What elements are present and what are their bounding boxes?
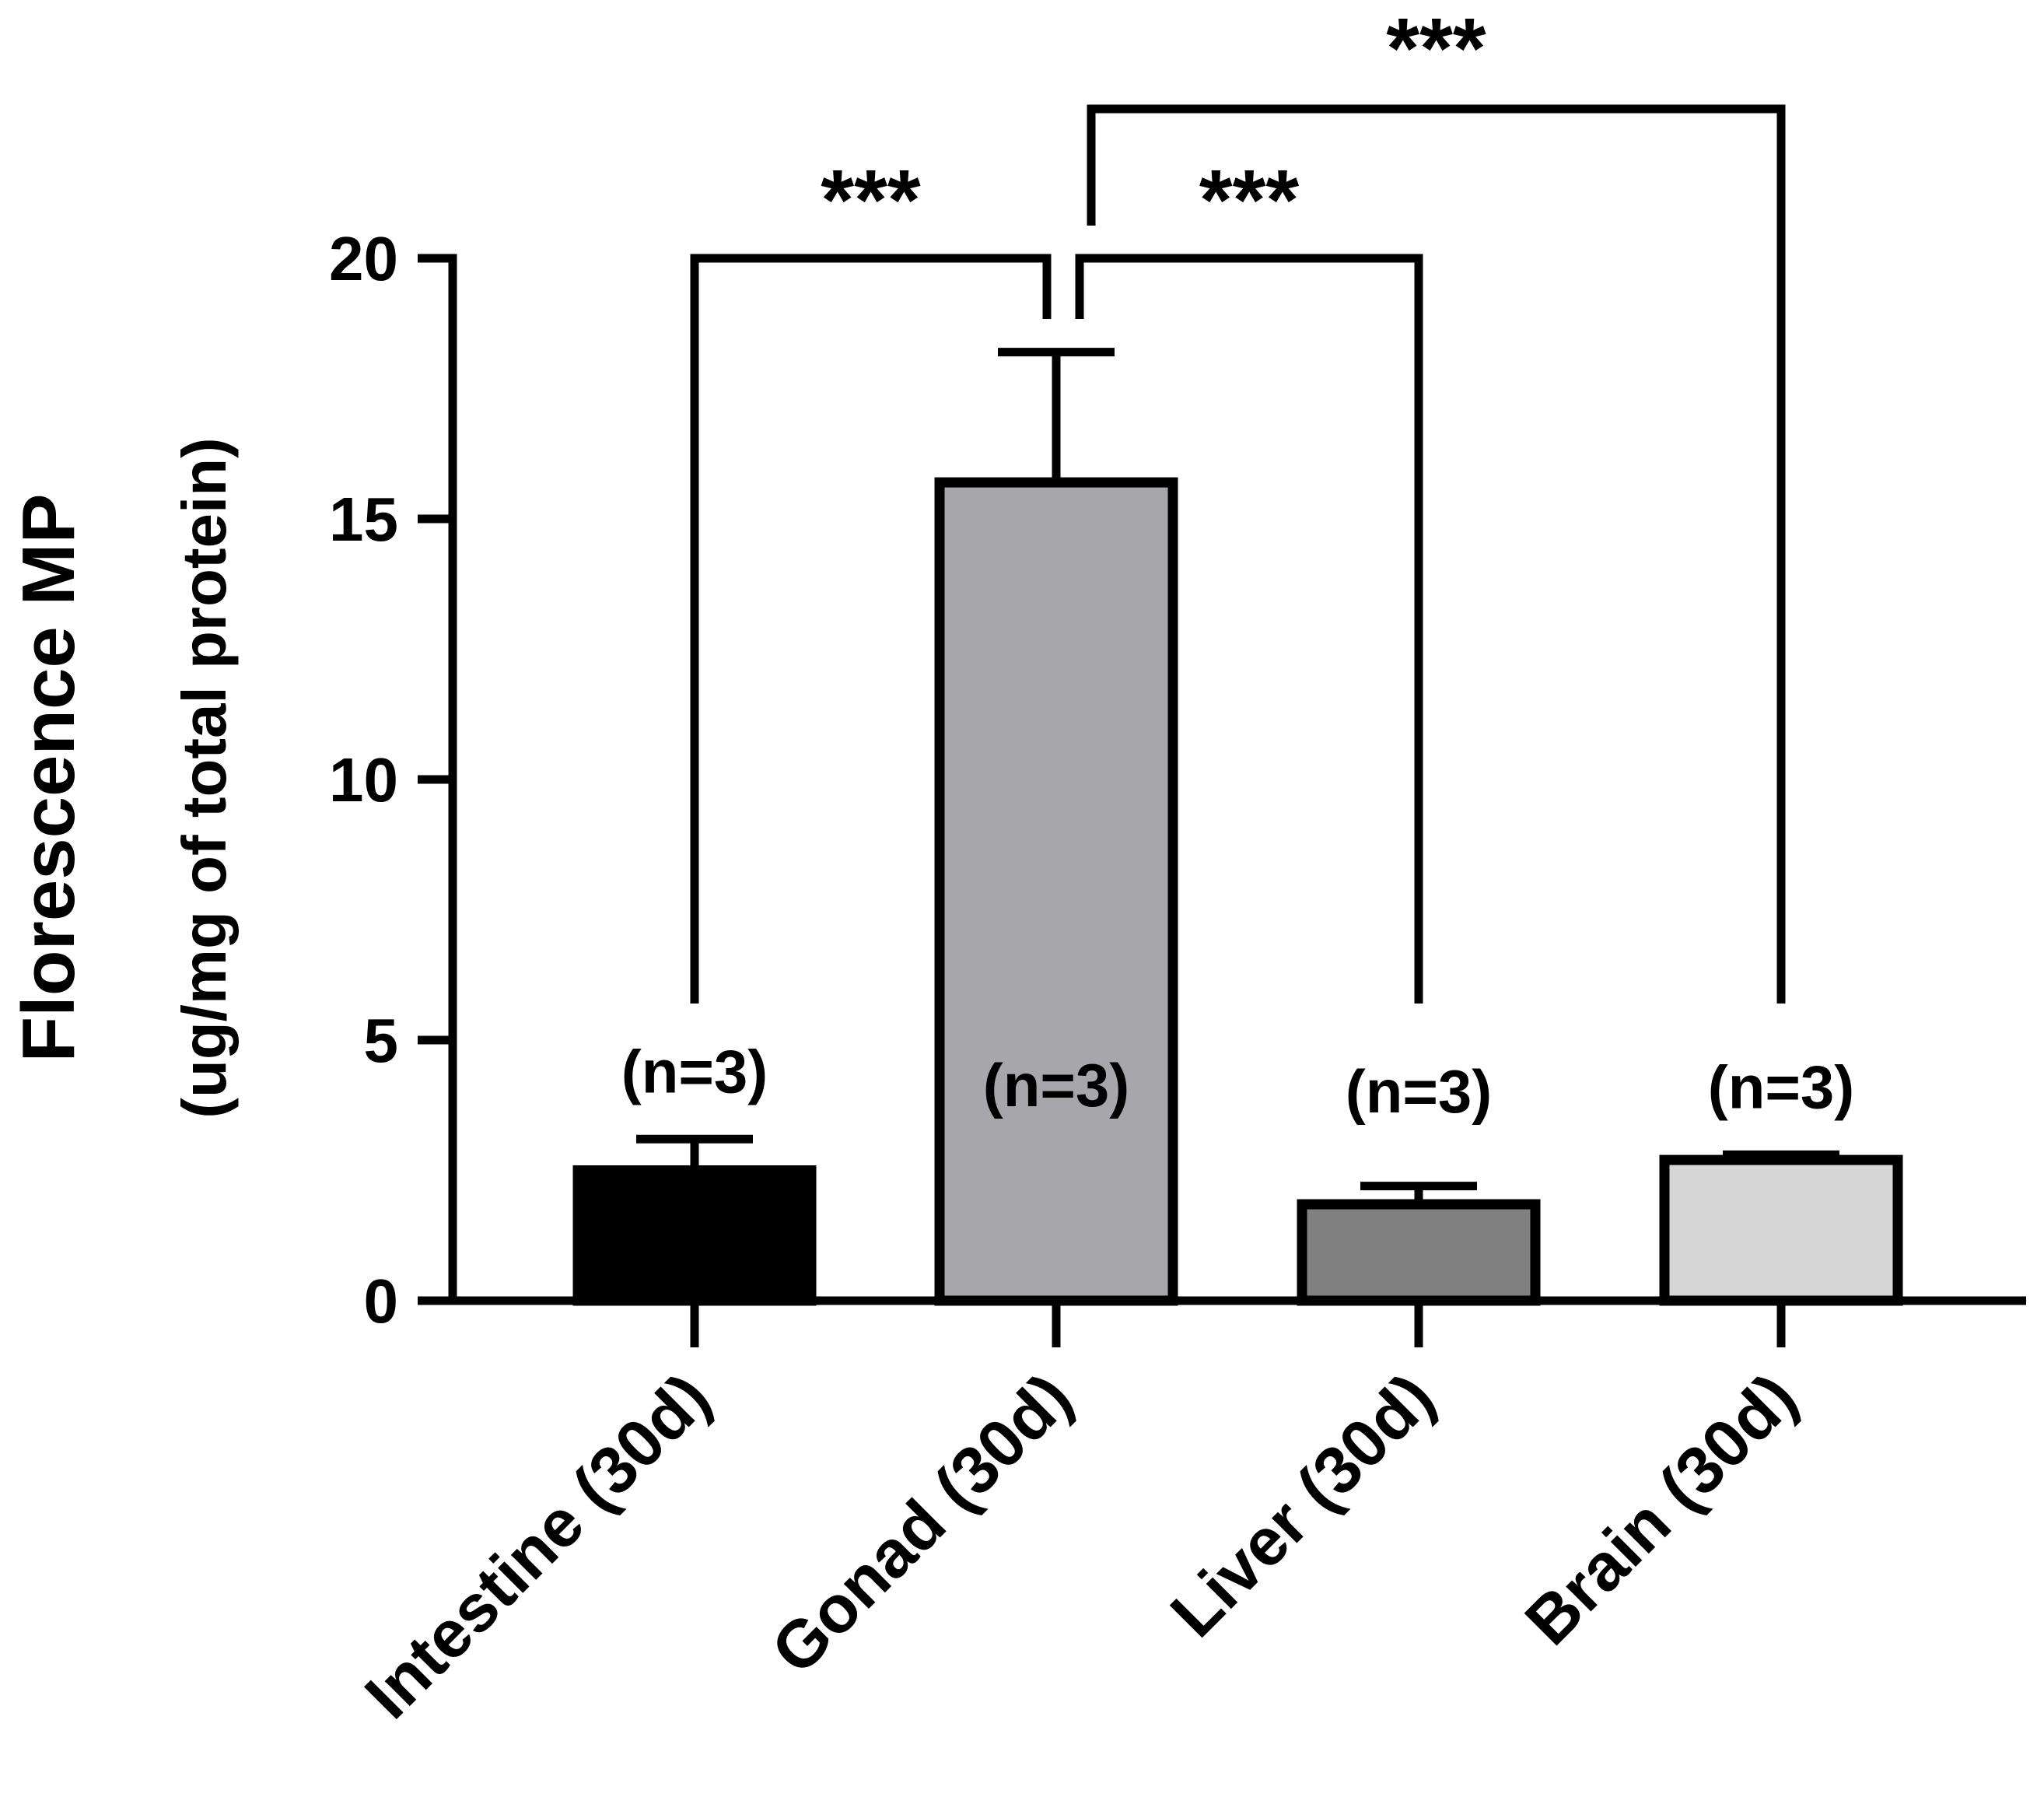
x-tick-label: Intestine (30d) (351, 1360, 724, 1733)
n-label: (n=3) (1708, 1053, 1855, 1121)
x-tick-label: Liver (30d) (1157, 1360, 1448, 1652)
y-tick-label: 20 (329, 224, 398, 293)
n-label: (n=3) (983, 1051, 1130, 1119)
significance-label: *** (1386, 1, 1486, 96)
y-tick-label: 10 (329, 745, 398, 814)
x-tick-label: Gonad (30d) (758, 1360, 1087, 1689)
bars: (n=3) (n=3) (n=3) (n=3) (572, 348, 1903, 1306)
y-tick-label: 5 (364, 1006, 399, 1075)
significance-bracket (690, 254, 1052, 1004)
y-axis-label-line2: (ug/mg of total protein) (170, 437, 239, 1118)
significance-label: *** (821, 152, 921, 248)
y-tick-label: 15 (329, 485, 398, 554)
y-axis-label-line1: Florescence MP (7, 494, 90, 1063)
significance-label: *** (1199, 152, 1300, 248)
n-label: (n=3) (1346, 1057, 1493, 1126)
y-tick-label: 0 (364, 1266, 399, 1336)
bar (1659, 1154, 1903, 1306)
significance-bracket (1087, 104, 1786, 1004)
significance-bracket (1075, 254, 1423, 1004)
bar (934, 477, 1178, 1306)
significance-brackets: *** *** *** (690, 1, 1786, 1004)
bar (1297, 1199, 1541, 1306)
bar (572, 1165, 817, 1306)
x-tick-label: Brain (30d) (1511, 1360, 1811, 1660)
n-label: (n=3) (621, 1037, 768, 1105)
